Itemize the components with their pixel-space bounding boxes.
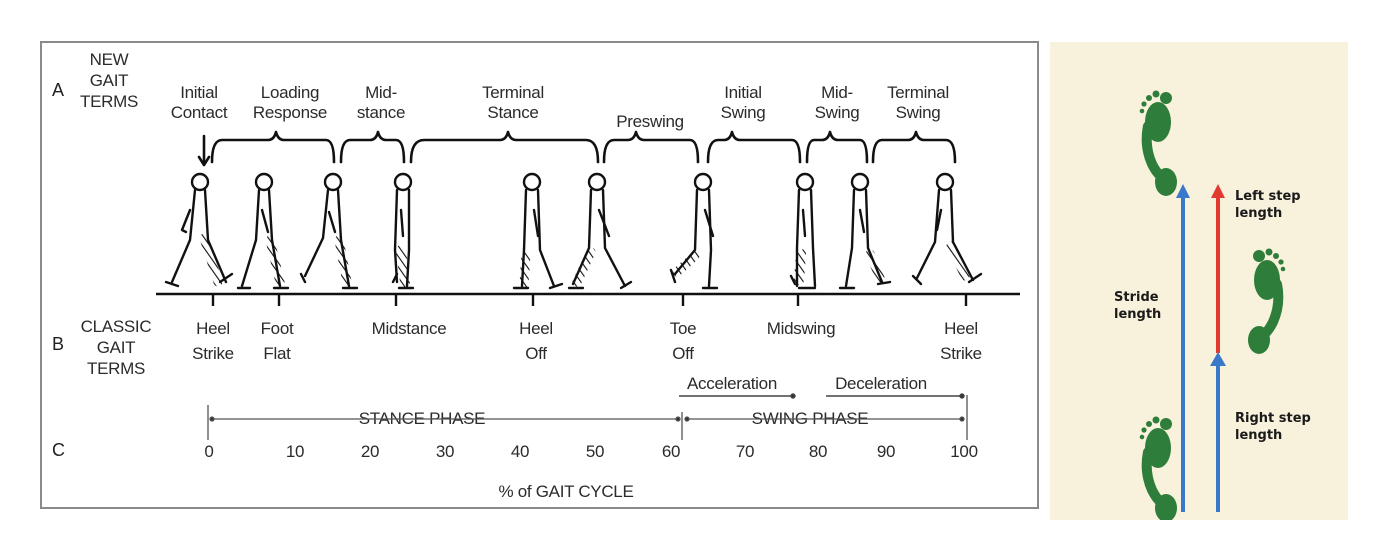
walking-figure-icon (567, 172, 633, 290)
phase-midstance: Mid-stance (356, 83, 406, 122)
phase-initial-contact: Initial Contact (170, 83, 228, 122)
footprint-icon (1248, 249, 1285, 355)
brace-terminal-swing-icon (871, 130, 957, 164)
event-heel-strike: Heel Strike (192, 319, 234, 363)
event-heel-strike-end: Heel Strike (940, 319, 982, 363)
brace-initial-swing-icon (706, 130, 802, 164)
event-heel-off: Heel Off (519, 319, 553, 363)
ground-line (156, 292, 1020, 306)
acceleration-label: Acceleration (687, 374, 777, 393)
phase-mid-swing: Mid- Swing (814, 83, 860, 122)
stride-length-arrow-icon (1176, 184, 1190, 512)
new-gait-terms-heading: NEW GAIT TERMS (79, 50, 139, 111)
classic-gait-terms-heading: CLASSIC GAIT TERMS (80, 317, 152, 378)
walking-figure-icon (391, 172, 415, 290)
tick-60: 60 (661, 442, 681, 461)
phase-terminal-swing: Terminal Swing (887, 83, 949, 122)
walking-figure-icon (164, 172, 234, 288)
walking-figure-icon (838, 172, 892, 290)
right-step-length-label: Right step length (1235, 411, 1311, 443)
tick-10: 10 (285, 442, 305, 461)
tick-70: 70 (735, 442, 755, 461)
event-toe-off: Toe Off (669, 319, 697, 363)
row-b-letter: B (52, 334, 65, 354)
row-a-letter: A (52, 80, 65, 100)
phase-initial-swing: Initial Swing (720, 83, 766, 122)
deceleration-label: Deceleration (835, 374, 927, 393)
tick-50: 50 (585, 442, 605, 461)
tick-20: 20 (360, 442, 380, 461)
tick-90: 90 (876, 442, 896, 461)
tick-100: 100 (950, 442, 978, 461)
brace-preswing-icon (602, 130, 700, 164)
event-midswing: Midswing (766, 319, 836, 338)
phase-loading-response: Loading Response (252, 83, 328, 122)
tick-30: 30 (435, 442, 455, 461)
gait-cycle-diagram (40, 41, 1039, 509)
walking-figure-icon (236, 172, 290, 290)
left-step-length-label: Left step length (1235, 189, 1301, 221)
step-length-art (1050, 42, 1348, 520)
event-foot-flat: Foot Flat (260, 319, 294, 363)
tick-0: 0 (204, 442, 214, 461)
phase-preswing: Preswing (616, 112, 684, 131)
brace-terminal-stance-icon (409, 130, 600, 164)
tick-40: 40 (510, 442, 530, 461)
footprint-icon (1140, 91, 1177, 197)
footprint-icon (1140, 417, 1177, 521)
walking-figure-icon (299, 172, 359, 290)
brace-loading-response-icon (210, 130, 336, 164)
row-c-letter: C (52, 440, 65, 460)
brace-mid-swing-icon (805, 130, 869, 164)
initial-contact-arrow-icon (197, 134, 211, 167)
axis-label: % of GAIT CYCLE (498, 482, 634, 501)
brace-midstance-icon (339, 130, 406, 164)
walking-figure-icon (911, 172, 983, 286)
left-step-length-arrow-icon (1211, 184, 1225, 353)
walking-figure-icon (669, 172, 719, 290)
step-length-diagram: Left step length Stride length Right ste… (1050, 42, 1348, 520)
walking-figure-icon (512, 172, 564, 290)
right-step-length-arrow-icon (1210, 352, 1226, 512)
phase-terminal-stance: Terminal Stance (482, 83, 544, 122)
gait-line-art (156, 130, 1020, 440)
tick-80: 80 (808, 442, 828, 461)
event-midstance: Midstance (371, 319, 447, 338)
walking-figure-icon (789, 172, 817, 290)
stride-length-label: Stride length (1114, 290, 1162, 322)
